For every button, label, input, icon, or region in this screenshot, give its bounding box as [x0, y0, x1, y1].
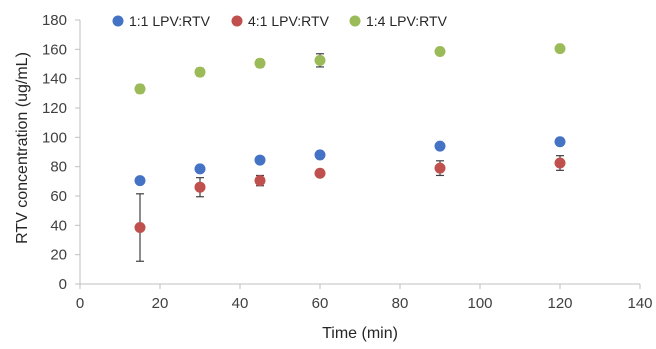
data-point	[554, 157, 566, 169]
data-point	[314, 54, 326, 66]
legend-label: 1:4 LPV:RTV	[366, 13, 448, 29]
legend: 1:1 LPV:RTV 4:1 LPV:RTV 1:4 LPV:RTV	[112, 13, 448, 29]
y-tick-label: 60	[50, 188, 67, 205]
x-tick-label: 60	[312, 295, 329, 312]
data-point	[254, 57, 266, 69]
x-tick-label: 100	[467, 295, 492, 312]
data-point	[194, 66, 206, 78]
x-axis-title: Time (min)	[322, 325, 398, 342]
y-axis-title: RTV concentration (ug/mL)	[14, 52, 31, 244]
y-tick-label: 100	[42, 129, 67, 146]
legend-marker	[349, 15, 361, 27]
error-bars	[136, 46, 564, 262]
legend-marker	[231, 15, 243, 27]
data-point	[434, 46, 446, 58]
data-point	[434, 162, 446, 174]
y-tick-label: 120	[42, 100, 67, 117]
data-point	[194, 181, 206, 193]
legend-label: 4:1 LPV:RTV	[248, 13, 330, 29]
data-point	[254, 154, 266, 166]
tick-labels: 0 20 40 60 80 100 120 140 0 20 40 60 80 100 120 140 160 1…	[42, 12, 653, 312]
data-point	[134, 175, 146, 187]
y-tick-label: 20	[50, 247, 67, 264]
data-point	[134, 222, 146, 234]
y-tick-label: 160	[42, 41, 67, 58]
data-point	[134, 83, 146, 95]
y-tick-label: 140	[42, 71, 67, 88]
y-tick-label: 40	[50, 217, 67, 234]
data-point	[314, 149, 326, 161]
x-tick-label: 80	[392, 295, 409, 312]
axes	[75, 19, 641, 289]
data-point	[434, 140, 446, 152]
y-tick-label: 180	[42, 12, 67, 29]
x-tick-label: 20	[152, 295, 169, 312]
x-tick-label: 0	[76, 295, 84, 312]
data-point	[554, 136, 566, 148]
x-tick-label: 120	[547, 295, 572, 312]
y-tick-label: 80	[50, 159, 67, 176]
y-tick-label: 0	[59, 276, 67, 293]
data-point	[314, 167, 326, 179]
data-point	[554, 43, 566, 55]
x-tick-label: 140	[627, 295, 652, 312]
legend-label: 1:1 LPV:RTV	[129, 13, 211, 29]
data-point	[194, 163, 206, 175]
legend-marker	[112, 15, 124, 27]
data-point	[254, 175, 266, 187]
data-points	[134, 43, 566, 234]
x-tick-label: 40	[232, 295, 249, 312]
